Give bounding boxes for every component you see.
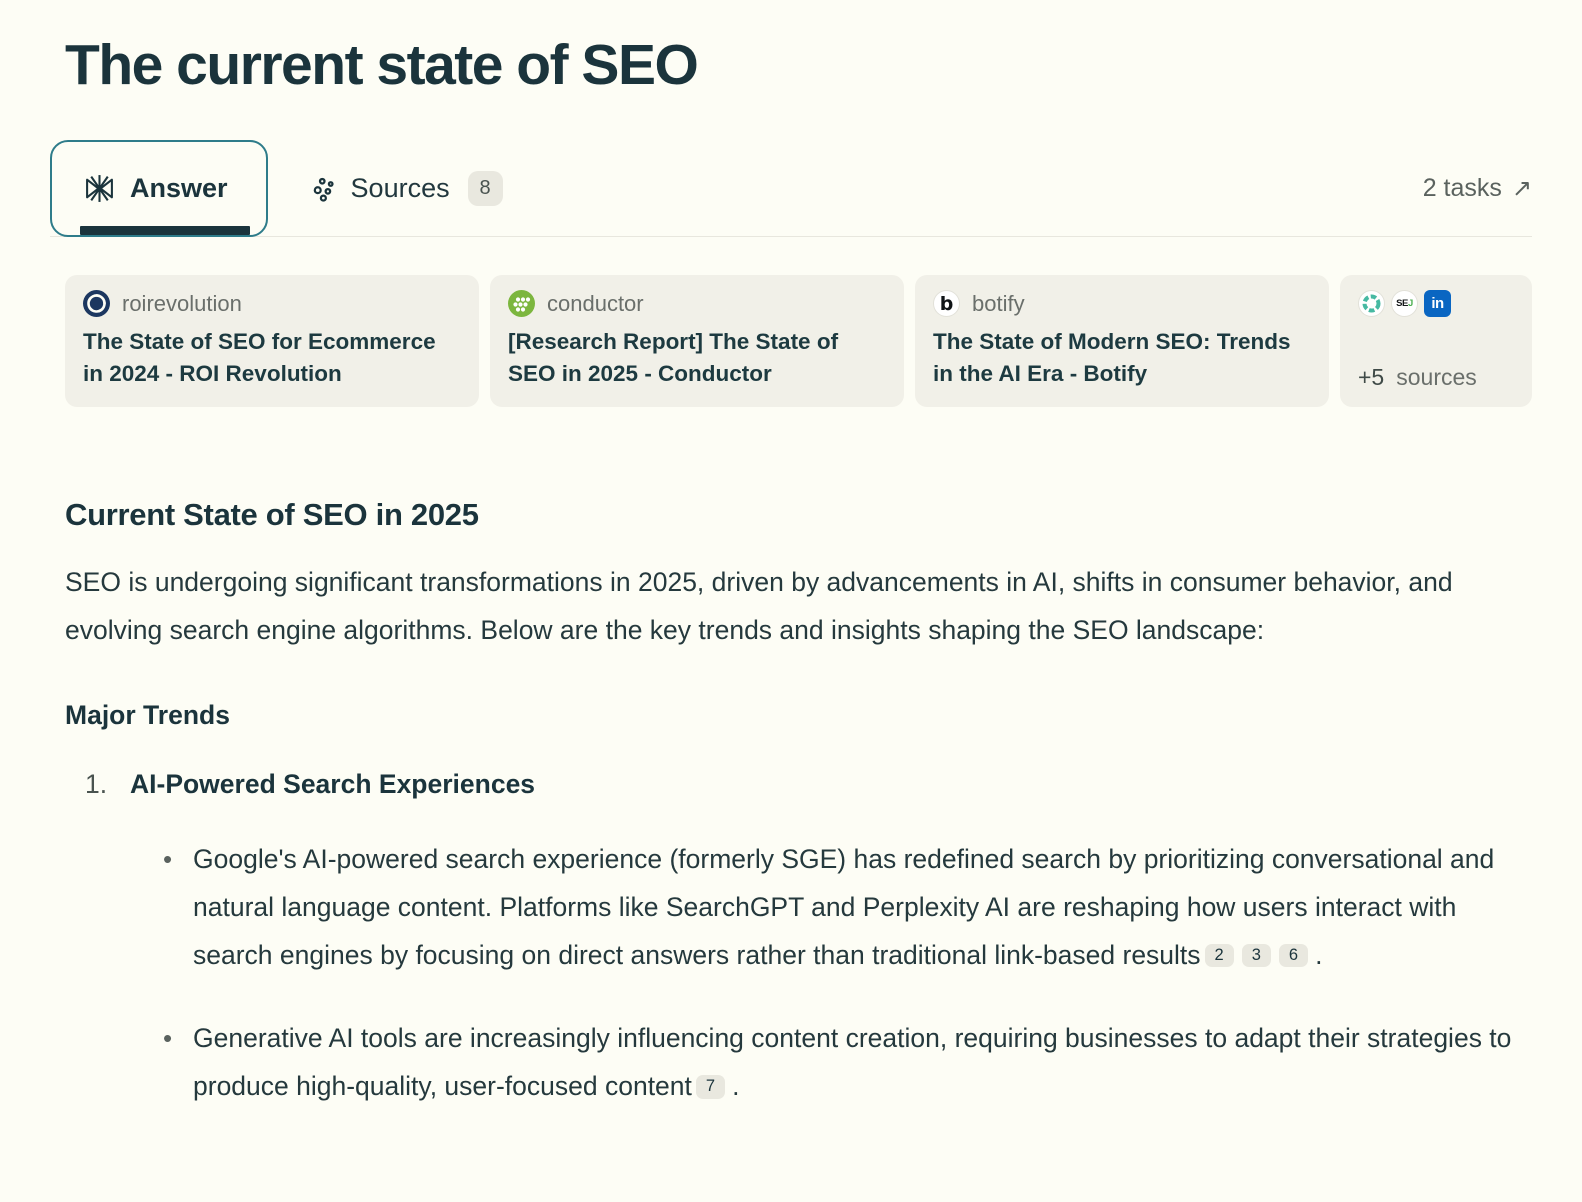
citation-badge[interactable]: 3: [1241, 943, 1271, 968]
linkedin-favicon: in: [1424, 290, 1451, 317]
search-engine-journal-favicon: SE J: [1391, 290, 1418, 317]
bullet-text: Generative AI tools are increasingly inf…: [193, 1015, 1513, 1110]
list-item-number: 1.: [85, 769, 108, 800]
arrow-up-right-icon: ↗: [1511, 174, 1532, 202]
answer-section-heading: Current State of SEO in 2025: [65, 497, 479, 532]
roirevolution-favicon: [83, 290, 110, 317]
bullet-body-text: Google's AI-powered search experience (f…: [193, 844, 1495, 970]
source-card-conductor[interactable]: conductor [Research Report] The State of…: [490, 275, 904, 407]
source-card-domain: botify: [972, 290, 1025, 316]
numbered-list-item-1: 1. AI-Powered Search Experiences: [65, 769, 1532, 800]
bullet-dot: •: [163, 1023, 173, 1054]
source-card-head: b botify: [933, 290, 1311, 317]
bullet-item-2: • Generative AI tools are increasingly i…: [65, 1015, 1532, 1110]
perplexity-answer-page: The current state of SEO Answer: [50, 33, 1532, 1110]
botify-favicon: b: [933, 290, 960, 317]
tasks-link[interactable]: 2 tasks ↗: [1423, 174, 1532, 203]
more-sources-favicons: SE J in: [1358, 290, 1514, 317]
source-card-head: conductor: [508, 290, 886, 317]
citation-badge[interactable]: 6: [1278, 943, 1309, 968]
citation-badge[interactable]: 2: [1204, 943, 1234, 968]
tab-sources[interactable]: Sources 8: [305, 140, 511, 236]
teal-ring-favicon: [1358, 290, 1385, 317]
tab-answer[interactable]: Answer: [50, 140, 268, 237]
more-sources-word: sources: [1396, 364, 1477, 390]
bullet-body-text: Generative AI tools are increasingly inf…: [193, 1023, 1512, 1102]
tabs-row: Answer Sources 8 2 tasks ↗: [50, 140, 1532, 237]
source-card-botify[interactable]: b botify The State of Modern SEO: Trends…: [915, 275, 1329, 407]
source-card-title: The State of SEO for Ecommerce in 2024 -…: [83, 329, 436, 386]
sej-j-text: J: [1407, 298, 1413, 309]
tab-answer-label: Answer: [130, 173, 228, 203]
sentence-period: .: [732, 1071, 740, 1102]
source-card-head: roirevolution: [83, 290, 461, 317]
source-card-title: The State of Modern SEO: Trends in the A…: [933, 329, 1291, 386]
bullet-dot: •: [163, 844, 173, 875]
list-item-title: AI-Powered Search Experiences: [130, 769, 536, 800]
perplexity-asterisk-icon: [84, 173, 115, 204]
tasks-label: 2 tasks: [1422, 173, 1502, 202]
source-card-title: [Research Report] The State of SEO in 20…: [508, 329, 839, 386]
conductor-favicon: [508, 290, 535, 317]
major-trends-heading: Major Trends: [65, 700, 230, 731]
source-cards-row: roirevolution The State of SEO for Ecomm…: [65, 275, 1532, 407]
tab-sources-label: Sources: [350, 172, 450, 203]
more-sources-count: +5: [1358, 364, 1385, 390]
source-card-domain: conductor: [547, 290, 644, 316]
bullet-item-1: • Google's AI-powered search experience …: [65, 836, 1532, 979]
page-title: The current state of SEO: [65, 33, 699, 97]
sej-se-text: SE: [1396, 298, 1408, 309]
sources-count-badge: 8: [467, 170, 503, 206]
more-sources-card[interactable]: SE J in +5 sources: [1340, 275, 1532, 407]
source-card-domain: roirevolution: [122, 290, 242, 316]
active-tab-underline: [80, 226, 250, 235]
answer-intro-paragraph: SEO is undergoing significant transforma…: [65, 567, 1453, 645]
sentence-period: .: [1315, 939, 1323, 970]
citation-badge[interactable]: 7: [695, 1075, 726, 1099]
sources-dots-icon: [313, 175, 336, 202]
more-sources-label: +5 sources: [1358, 364, 1514, 391]
source-card-roirevolution[interactable]: roirevolution The State of SEO for Ecomm…: [65, 275, 479, 407]
bullet-text: Google's AI-powered search experience (f…: [193, 836, 1513, 979]
